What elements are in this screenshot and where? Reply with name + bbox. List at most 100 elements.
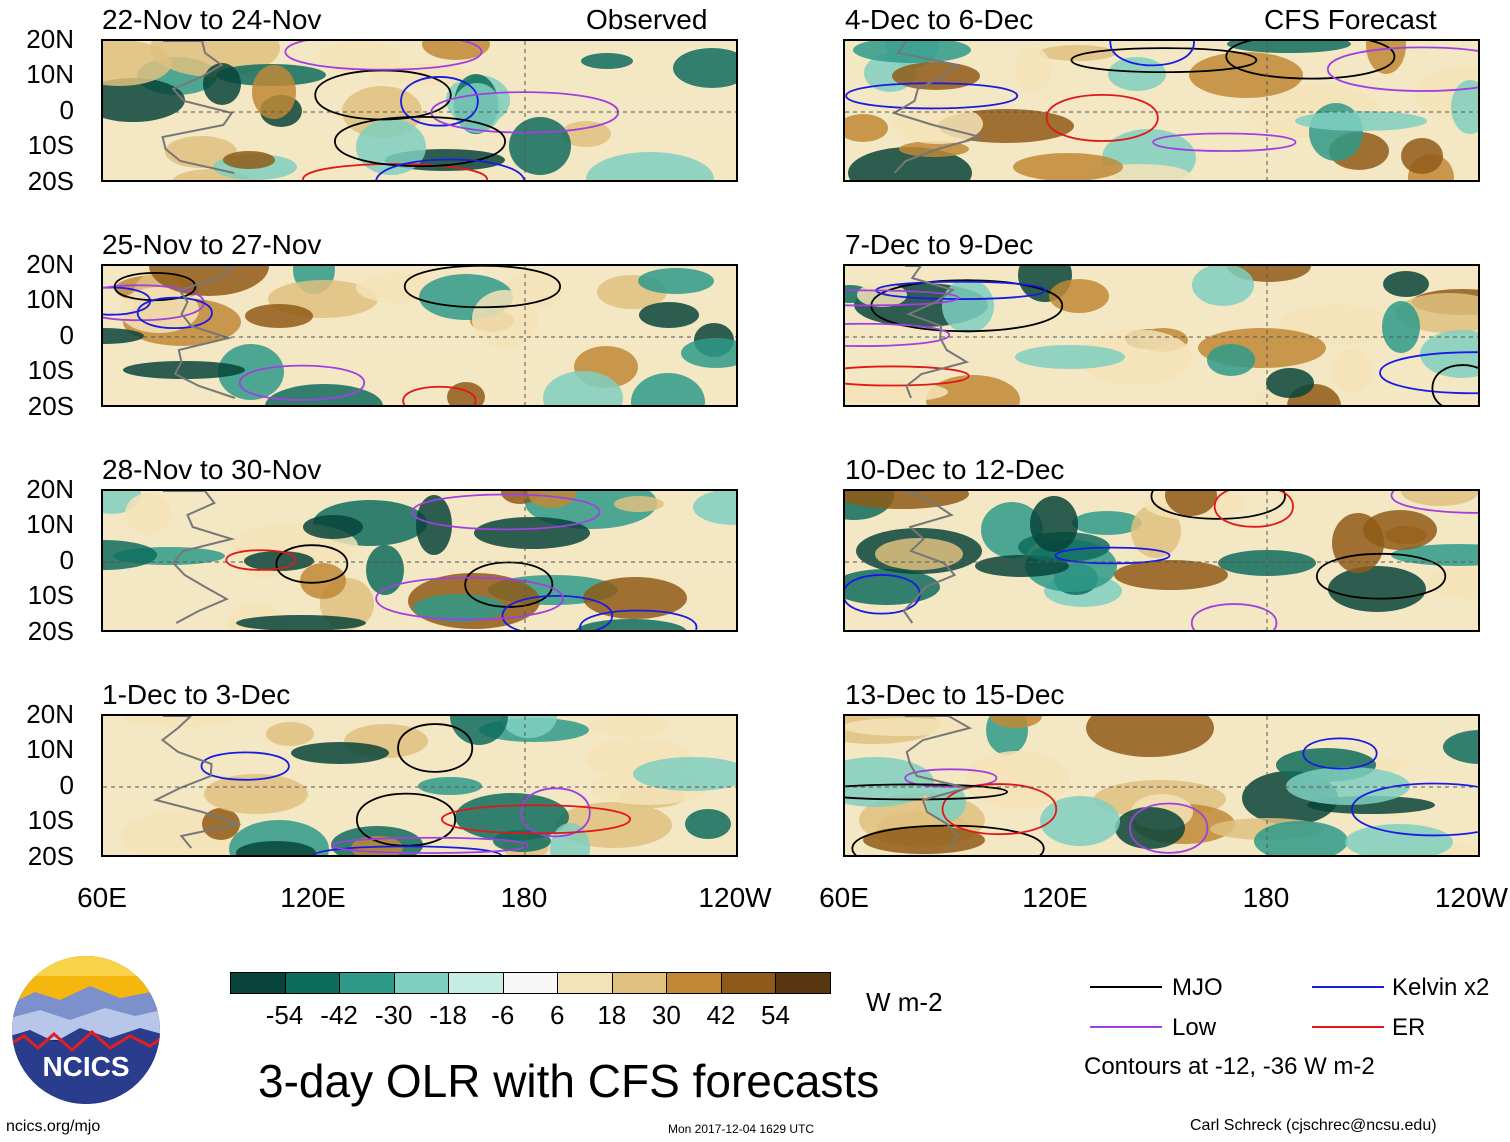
olr-anomaly-blob — [1328, 566, 1426, 612]
wave-contour — [411, 493, 601, 531]
lon-label-120w-left: 120W — [698, 882, 772, 913]
wave-contour — [355, 792, 457, 847]
wave-contour — [1152, 132, 1297, 152]
olr-anomaly-blob — [550, 823, 590, 855]
olr-anomaly-blob — [1295, 111, 1427, 131]
lat-label: 10N — [26, 509, 74, 539]
olr-anomaly-blob — [1383, 271, 1429, 297]
olr-anomaly-blob — [1332, 349, 1372, 393]
olr-anomaly-blob — [1207, 344, 1255, 376]
olr-anomaly-blob — [204, 774, 308, 814]
olr-anomaly-blob — [165, 136, 237, 168]
olr-anomaly-blob — [1227, 41, 1351, 53]
olr-anomaly-map — [845, 266, 1478, 405]
olr-anomaly-blob — [1038, 45, 1116, 61]
olr-anomaly-blob — [892, 62, 980, 90]
lat-label: 10N — [26, 284, 74, 314]
wave-contour — [1150, 491, 1286, 520]
olr-anomaly-map — [845, 41, 1478, 180]
wave-contour — [200, 751, 290, 781]
legend-line-er — [1312, 1026, 1384, 1028]
wave-contour — [333, 115, 507, 168]
wave-contour — [1225, 41, 1396, 80]
wave-contour — [313, 845, 502, 855]
wave-contour — [1315, 552, 1447, 600]
wave-contour — [1109, 41, 1195, 67]
wave-contour — [113, 272, 197, 302]
olr-anomaly-blob — [586, 152, 714, 180]
olr-anomaly-blob — [1192, 266, 1254, 306]
footer-credit: Carl Schreck (cjschrec@ncsu.edu) — [1190, 1117, 1437, 1134]
legend-label-low: Low — [1172, 1014, 1217, 1041]
wave-contour — [501, 595, 614, 630]
olr-anomaly-blob — [966, 751, 1070, 809]
wave-contour — [440, 804, 632, 835]
olr-anomaly-blob — [639, 302, 699, 328]
wave-contour — [400, 76, 479, 127]
legend-label-kelvin: Kelvin x2 — [1392, 974, 1490, 1001]
olr-anomaly-blob — [614, 496, 664, 512]
panel-title-left-3: 28-Nov to 30-Nov — [102, 454, 322, 485]
panel-title-left-1: 22-Nov to 24-Nov — [102, 4, 322, 35]
colorbar-tick-label: 18 — [597, 1000, 627, 1030]
lat-label: 10S — [27, 130, 74, 160]
olr-anomaly-blob — [581, 53, 633, 69]
olr-anomaly-blob — [1015, 47, 1051, 93]
olr-anomaly-blob — [1013, 153, 1123, 180]
olr-anomaly-blob — [1427, 567, 1478, 599]
coastline — [161, 41, 235, 174]
lat-label: 10N — [26, 734, 74, 764]
olr-anomaly-blob — [1086, 716, 1214, 757]
legend-line-mjo — [1090, 986, 1162, 988]
colorbar-swatch — [720, 972, 777, 994]
olr-anomaly-blob — [351, 836, 403, 855]
lat-label: 20S — [27, 391, 74, 421]
wave-contour — [1045, 93, 1159, 142]
wave-contour — [397, 723, 474, 773]
colorbar-tick-label: -6 — [491, 1000, 515, 1030]
olr-anomaly-blob — [244, 551, 314, 571]
olr-anomaly-blob — [103, 328, 144, 344]
wave-contour — [403, 266, 562, 309]
olr-anomaly-map — [845, 491, 1478, 630]
wave-contour — [845, 289, 960, 307]
olr-anomaly-blob — [1391, 544, 1478, 566]
olr-anomaly-blob — [356, 273, 440, 303]
olr-anomaly-blob — [1049, 279, 1109, 313]
colorbar-swatch — [611, 972, 668, 994]
olr-anomaly-blob — [1189, 52, 1303, 98]
olr-anomaly-blob — [561, 121, 611, 147]
wave-contour — [845, 365, 970, 387]
wave-contour — [851, 824, 1045, 855]
lon-label-120e-left: 120E — [280, 882, 346, 913]
coastline — [902, 491, 957, 624]
olr-anomaly-blob — [1382, 301, 1420, 353]
lat-label: 0 — [59, 545, 74, 575]
colorbar-swatch — [666, 972, 722, 994]
olr-anomaly-blob — [1114, 560, 1228, 590]
lon-label-180-left: 180 — [500, 882, 548, 913]
olr-anomaly-blob — [236, 841, 316, 855]
wave-contour — [875, 280, 1047, 300]
colorbar-swatch — [339, 972, 395, 994]
olr-anomaly-blob — [1078, 329, 1192, 385]
olr-anomaly-blob — [1165, 491, 1217, 516]
olr-anomaly-blob — [413, 594, 505, 622]
olr-anomaly-blob — [223, 151, 275, 169]
coastline — [905, 716, 973, 849]
footer-url[interactable]: ncics.org/mjo — [6, 1118, 101, 1135]
logo-text: NCICS — [42, 1051, 129, 1082]
olr-anomaly-blob — [300, 563, 346, 599]
olr-anomaly-blob — [318, 41, 402, 74]
wave-contour — [845, 783, 1009, 801]
wave-contour — [1129, 802, 1209, 854]
map-panel-right-1 — [843, 39, 1480, 182]
olr-anomaly-blob — [366, 545, 404, 595]
olr-anomaly-blob — [450, 716, 508, 745]
olr-anomaly-blob — [356, 119, 426, 175]
wave-contour — [375, 158, 525, 180]
wave-contour — [464, 561, 554, 608]
wave-contour — [1213, 491, 1294, 528]
panel-title-left-2: 25-Nov to 27-Nov — [102, 229, 322, 260]
coastline — [163, 266, 236, 399]
